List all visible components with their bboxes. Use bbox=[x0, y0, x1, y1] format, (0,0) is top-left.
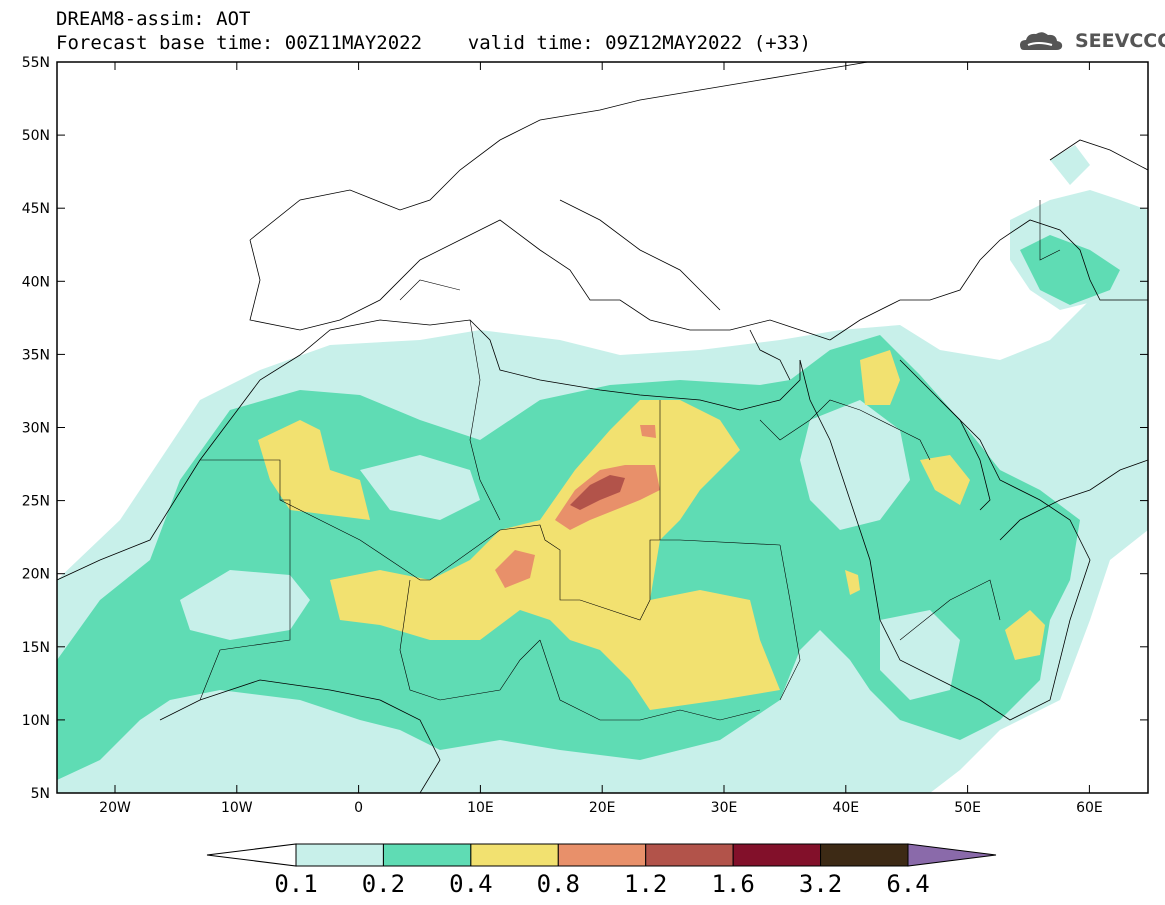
colorbar-label: 1.6 bbox=[711, 870, 754, 898]
coastlines bbox=[57, 62, 1148, 793]
lat-label: 10N bbox=[22, 713, 50, 729]
colorbar: 0.1 0.2 0.4 0.8 1.2 1.6 3.2 6.4 bbox=[206, 843, 997, 898]
lat-label: 55N bbox=[22, 55, 50, 71]
lat-label: 45N bbox=[22, 201, 50, 217]
aot-contour-0.4 bbox=[330, 400, 780, 710]
aot-contour-1.2 bbox=[570, 475, 625, 510]
aot-contour-0.4 bbox=[258, 420, 370, 520]
lat-label: 5N bbox=[31, 786, 50, 802]
logo-text: SEEVCCC bbox=[1075, 30, 1165, 52]
lon-label: 10E bbox=[467, 800, 494, 816]
colorbar-swatch bbox=[470, 843, 559, 867]
colorbar-label: 6.4 bbox=[886, 870, 929, 898]
aot-contour-0.1 bbox=[1050, 145, 1090, 185]
lon-label: 0 bbox=[354, 800, 363, 816]
lat-label: 50N bbox=[22, 128, 50, 144]
aot-contour-0.8 bbox=[495, 550, 535, 588]
colorbar-swatch bbox=[295, 843, 384, 867]
title-line-1: DREAM8-assim: AOT bbox=[56, 8, 251, 30]
lat-label: 35N bbox=[22, 347, 50, 363]
lat-label: 20N bbox=[22, 567, 50, 583]
colorbar-label: 0.4 bbox=[449, 870, 492, 898]
colorbar-high-arrow bbox=[907, 843, 997, 867]
lat-label: 40N bbox=[22, 274, 50, 290]
lon-label: 30E bbox=[711, 800, 738, 816]
colorbar-label: 0.1 bbox=[274, 870, 317, 898]
lon-label: 60E bbox=[1076, 800, 1103, 816]
colorbar-label: 1.2 bbox=[624, 870, 667, 898]
colorbar-label: 0.8 bbox=[537, 870, 580, 898]
latitude-axis: 55N 50N 45N 40N 35N 30N 25N 20N 15N 10N 5N bbox=[22, 55, 1148, 802]
colorbar-swatch bbox=[382, 843, 472, 867]
aot-contour-0.2 bbox=[1020, 235, 1120, 305]
aot-field bbox=[57, 145, 1148, 793]
aot-contour-0.4 bbox=[1005, 610, 1045, 660]
colorbar-label: 3.2 bbox=[799, 870, 842, 898]
cloud-icon bbox=[1020, 32, 1063, 50]
longitude-axis: 20W 10W 0 10E 20E 30E 40E 50E 60E bbox=[99, 62, 1103, 816]
aot-contour-0.4 bbox=[860, 350, 900, 405]
lat-label: 30N bbox=[22, 421, 50, 437]
colorbar-swatch bbox=[820, 843, 909, 867]
title-line-2: Forecast base time: 00Z11MAY2022 valid t… bbox=[56, 32, 811, 54]
colorbar-swatch bbox=[732, 843, 822, 867]
lon-label: 50E bbox=[954, 800, 981, 816]
colorbar-label: 0.2 bbox=[362, 870, 405, 898]
lat-label: 25N bbox=[22, 494, 50, 510]
colorbar-low-arrow bbox=[206, 843, 297, 867]
lon-label: 20E bbox=[589, 800, 616, 816]
lon-label: 40E bbox=[832, 800, 859, 816]
lon-label: 20W bbox=[99, 800, 131, 816]
aot-contour-0.8 bbox=[640, 425, 656, 438]
colorbar-swatch bbox=[557, 843, 647, 867]
colorbar-swatch bbox=[645, 843, 734, 867]
country-borders bbox=[199, 200, 1061, 721]
aot-contour-0.8 bbox=[555, 465, 660, 530]
aot-contour-0.4 bbox=[845, 570, 860, 595]
lat-label: 15N bbox=[22, 640, 50, 656]
lon-label: 10W bbox=[221, 800, 253, 816]
aot-contour-0.4 bbox=[920, 455, 970, 505]
